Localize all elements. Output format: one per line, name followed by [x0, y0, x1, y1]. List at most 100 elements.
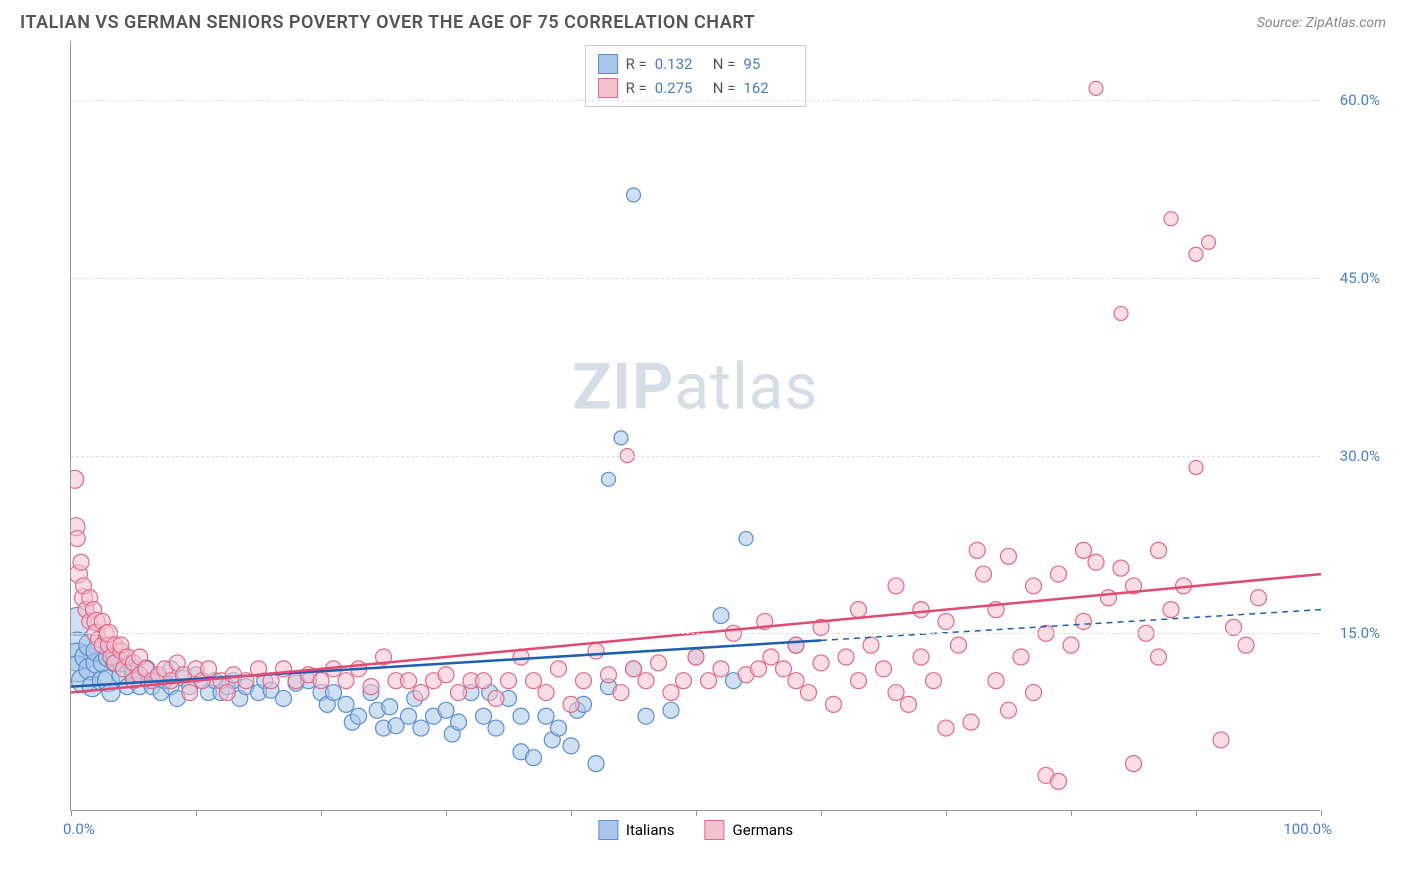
data-point	[526, 750, 542, 766]
data-point	[838, 649, 854, 665]
data-point	[938, 720, 954, 736]
x-max-label: 100.0%	[1283, 820, 1332, 838]
data-point	[651, 655, 667, 671]
data-point	[863, 637, 879, 653]
x-tick	[321, 810, 322, 816]
data-point	[576, 673, 592, 689]
data-point	[588, 756, 604, 772]
gridline	[71, 456, 1320, 457]
data-point	[1101, 590, 1117, 606]
data-point	[73, 554, 89, 570]
data-point	[326, 685, 342, 701]
legend-series: Italians Germans	[598, 820, 793, 840]
data-point	[763, 649, 779, 665]
data-point	[1213, 732, 1229, 748]
data-point	[876, 661, 892, 677]
data-point	[613, 685, 629, 701]
data-point	[938, 613, 954, 629]
data-point	[663, 685, 679, 701]
x-tick	[1071, 810, 1072, 816]
data-point	[476, 708, 492, 724]
data-point	[676, 673, 692, 689]
data-point	[401, 708, 417, 724]
data-point	[71, 470, 84, 488]
data-point	[1151, 649, 1167, 665]
data-point	[926, 673, 942, 689]
data-point	[788, 673, 804, 689]
chart-title: ITALIAN VS GERMAN SENIORS POVERTY OVER T…	[20, 12, 755, 33]
data-point	[888, 578, 904, 594]
data-point	[688, 649, 704, 665]
data-point	[588, 643, 604, 659]
data-point	[382, 699, 398, 715]
data-point	[739, 532, 753, 546]
data-point	[1126, 756, 1142, 772]
data-point	[713, 608, 729, 624]
data-point	[638, 673, 654, 689]
data-point	[1063, 637, 1079, 653]
data-point	[826, 696, 842, 712]
data-point	[1051, 566, 1067, 582]
legend-label: Germans	[733, 821, 794, 839]
legend-swatch	[598, 820, 618, 840]
gridline	[71, 633, 1320, 634]
data-point	[851, 673, 867, 689]
data-point	[563, 738, 579, 754]
data-point	[219, 685, 235, 701]
legend-item: Italians	[598, 820, 675, 840]
data-point	[563, 696, 579, 712]
data-point	[627, 188, 641, 202]
data-point	[988, 673, 1004, 689]
data-point	[538, 708, 554, 724]
data-point	[614, 431, 628, 445]
data-point	[201, 661, 217, 677]
data-point	[513, 708, 529, 724]
legend-label: Italians	[626, 821, 675, 839]
legend-item: Germans	[705, 820, 794, 840]
x-min-label: 0.0%	[63, 820, 95, 838]
data-point	[451, 714, 467, 730]
data-point	[488, 720, 504, 736]
data-point	[776, 661, 792, 677]
scatter-svg	[71, 41, 1321, 811]
y-tick-label: 45.0%	[1340, 269, 1380, 287]
data-point	[338, 673, 354, 689]
data-point	[913, 649, 929, 665]
data-point	[1076, 613, 1092, 629]
data-point	[413, 720, 429, 736]
data-point	[601, 667, 617, 683]
legend-swatch	[705, 820, 725, 840]
x-tick	[696, 810, 697, 816]
data-point	[813, 655, 829, 671]
data-point	[751, 661, 767, 677]
data-point	[1001, 702, 1017, 718]
data-point	[102, 684, 120, 702]
data-point	[1026, 578, 1042, 594]
data-point	[1164, 212, 1178, 226]
data-point	[488, 690, 504, 706]
gridline	[71, 278, 1320, 279]
data-point	[1151, 542, 1167, 558]
data-point	[1114, 306, 1128, 320]
data-point	[1089, 81, 1103, 95]
gridline	[71, 100, 1320, 101]
data-point	[976, 566, 992, 582]
x-tick	[946, 810, 947, 816]
data-point	[602, 472, 616, 486]
data-point	[969, 542, 985, 558]
x-tick	[821, 810, 822, 816]
data-point	[1051, 773, 1067, 789]
x-tick	[196, 810, 197, 816]
data-point	[538, 685, 554, 701]
x-tick	[71, 810, 72, 816]
data-point	[501, 673, 517, 689]
data-point	[182, 685, 198, 701]
data-point	[1001, 548, 1017, 564]
x-tick	[1321, 810, 1322, 816]
data-point	[1026, 685, 1042, 701]
data-point	[1076, 542, 1092, 558]
data-point	[851, 602, 867, 618]
x-tick	[571, 810, 572, 816]
data-point	[438, 702, 454, 718]
data-point	[1088, 554, 1104, 570]
